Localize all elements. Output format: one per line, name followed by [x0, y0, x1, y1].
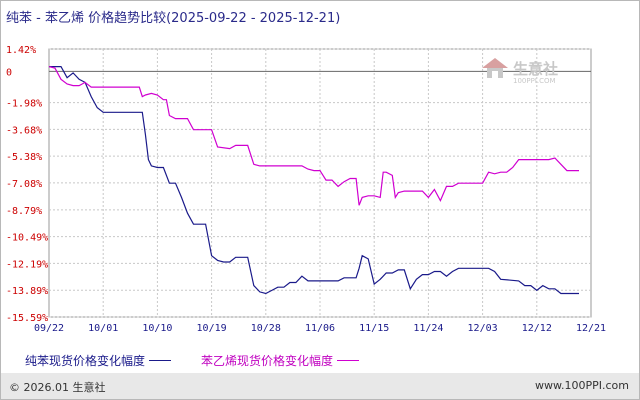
x-tick-label: 10/19	[197, 323, 227, 334]
series-line-2	[48, 66, 579, 206]
legend-label-series1: 纯苯现货价格变化幅度	[25, 354, 146, 368]
y-tick-label: -15.59%	[6, 313, 48, 324]
footer-copyright: © 2026.01 生意社	[9, 381, 106, 394]
y-tick-label: -13.89%	[6, 286, 48, 297]
y-tick-label: 0	[6, 67, 12, 78]
watermark-url: 100PPI.COM	[513, 77, 556, 85]
x-tick-label: 11/24	[413, 323, 443, 334]
x-tick-label: 12/21	[576, 323, 606, 334]
legend-item-series1: 纯苯现货价格变化幅度	[25, 352, 172, 369]
legend-label-series2: 苯乙烯现货价格变化幅度	[201, 354, 334, 368]
legend-line-series1	[149, 360, 172, 361]
chart-title: 纯苯 - 苯乙烯 价格趋势比较(2025-09-22 - 2025-12-21)	[6, 11, 341, 26]
x-tick-label: 11/06	[305, 323, 335, 334]
y-tick-label: -7.08%	[6, 179, 42, 190]
watermark-name: 生意社	[513, 60, 559, 78]
footer-bar: © 2026.01 生意社 www.100PPI.com	[1, 373, 639, 399]
x-tick-label: 12/12	[522, 323, 552, 334]
legend-line-series2	[337, 360, 360, 361]
x-tick-label: 10/10	[142, 323, 172, 334]
y-tick-label: -8.79%	[6, 206, 42, 217]
y-tick-label: -3.68%	[6, 125, 42, 136]
y-tick-label: -12.19%	[6, 259, 48, 270]
x-tick-label: 10/28	[251, 323, 281, 334]
logo-icon	[482, 58, 508, 78]
y-tick-label: 1.42%	[6, 45, 36, 56]
x-tick-label: 10/01	[88, 323, 118, 334]
footer-url: www.100PPI.com	[535, 379, 629, 392]
x-tick-label: 09/22	[34, 323, 64, 334]
x-tick-label: 12/03	[468, 323, 498, 334]
series-line-1	[49, 66, 579, 295]
x-tick-label: 11/15	[359, 323, 389, 334]
y-tick-label: -10.49%	[6, 233, 48, 244]
y-tick-label: -1.98%	[6, 99, 42, 110]
legend-item-series2: 苯乙烯现货价格变化幅度	[201, 352, 360, 369]
price-trend-chart: 1.42% 0 -1.98% -3.68% -5.38% -7.08% -8.79% -10.…	[6, 45, 606, 334]
y-tick-label: -5.38%	[6, 152, 42, 163]
